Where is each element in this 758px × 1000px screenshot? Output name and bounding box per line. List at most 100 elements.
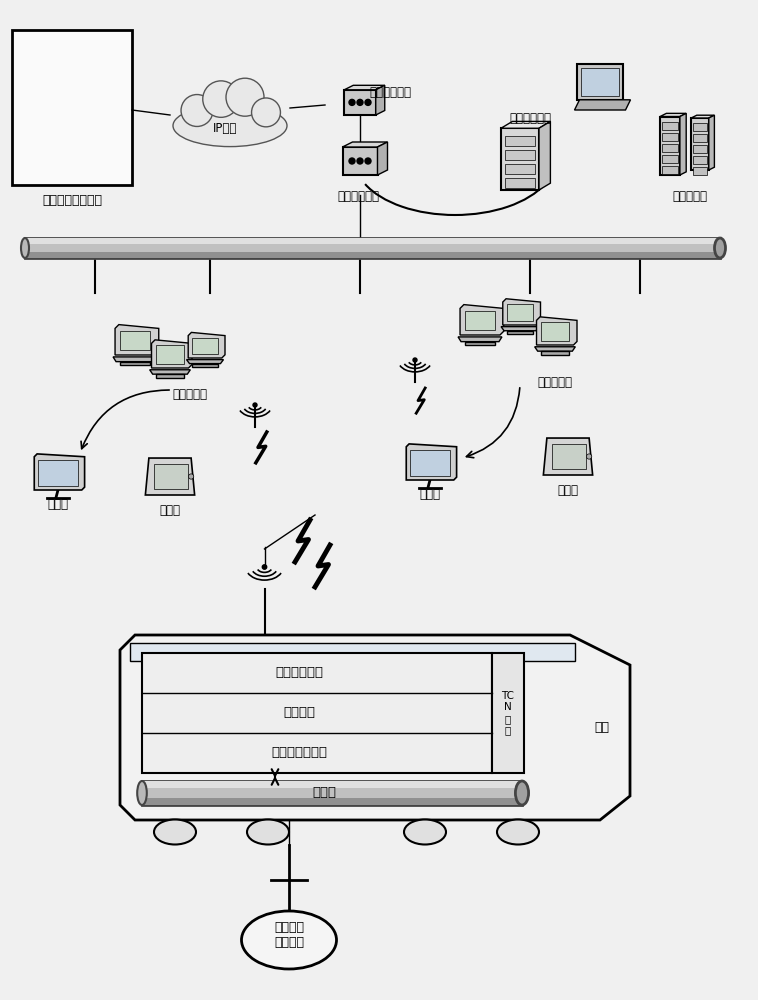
Ellipse shape <box>497 820 539 844</box>
Bar <box>694 145 706 153</box>
Ellipse shape <box>137 781 147 805</box>
Polygon shape <box>188 332 225 358</box>
Bar <box>12 30 132 185</box>
Text: 地面综合管理平台: 地面综合管理平台 <box>42 194 102 207</box>
Bar <box>694 134 706 142</box>
Text: 无线传输网络: 无线传输网络 <box>275 666 324 680</box>
Bar <box>25 238 720 244</box>
Polygon shape <box>115 325 158 355</box>
Bar <box>662 165 678 174</box>
Text: 信息预处理装置: 信息预处理装置 <box>271 746 327 760</box>
Circle shape <box>357 158 363 164</box>
Polygon shape <box>660 113 686 116</box>
Bar <box>501 128 539 190</box>
Text: 服务器中心: 服务器中心 <box>672 190 707 204</box>
Circle shape <box>413 358 417 362</box>
Polygon shape <box>377 142 387 175</box>
Polygon shape <box>501 327 539 331</box>
Bar <box>541 322 568 341</box>
Ellipse shape <box>242 911 337 969</box>
Text: 传感器: 传感器 <box>312 786 336 800</box>
Circle shape <box>252 98 280 127</box>
Bar <box>25 252 720 258</box>
Bar <box>130 643 575 661</box>
Bar <box>120 331 150 350</box>
Bar <box>505 178 535 188</box>
FancyArrowPatch shape <box>466 388 520 458</box>
Bar <box>662 143 678 151</box>
Bar <box>694 156 706 164</box>
Circle shape <box>349 99 355 105</box>
Ellipse shape <box>404 820 446 844</box>
Polygon shape <box>406 444 456 480</box>
Polygon shape <box>501 121 550 128</box>
Bar <box>505 136 535 146</box>
Text: 车载: 车载 <box>594 721 609 734</box>
Circle shape <box>181 95 213 126</box>
Bar <box>142 781 522 805</box>
Bar <box>505 164 535 174</box>
Circle shape <box>262 565 267 569</box>
Bar <box>193 338 218 354</box>
Circle shape <box>226 78 264 116</box>
Text: 网络控制中心: 网络控制中心 <box>509 111 551 124</box>
Polygon shape <box>152 340 192 368</box>
Circle shape <box>349 158 355 164</box>
Polygon shape <box>186 360 224 364</box>
Text: TC
N
总
线: TC N 总 线 <box>502 691 515 735</box>
Text: 诊断装置: 诊断装置 <box>283 706 315 720</box>
Ellipse shape <box>154 820 196 844</box>
Bar <box>507 331 534 334</box>
Text: 地面工作站: 地面工作站 <box>537 375 572 388</box>
Bar <box>577 64 623 100</box>
Polygon shape <box>113 357 157 362</box>
Text: 监视器: 监视器 <box>557 484 578 496</box>
Circle shape <box>587 454 592 459</box>
Text: 制动系统
检测信号: 制动系统 检测信号 <box>274 921 304 949</box>
Polygon shape <box>344 85 385 90</box>
Polygon shape <box>376 85 385 115</box>
Polygon shape <box>460 305 504 335</box>
Circle shape <box>253 403 257 407</box>
Bar <box>662 154 678 162</box>
Polygon shape <box>503 299 540 325</box>
Polygon shape <box>149 370 190 374</box>
Ellipse shape <box>715 238 725 258</box>
Bar <box>694 167 706 175</box>
Bar <box>142 798 522 805</box>
Bar <box>120 362 150 365</box>
Bar <box>192 364 218 367</box>
Polygon shape <box>575 100 631 110</box>
Bar <box>507 304 533 321</box>
Text: 监视器: 监视器 <box>159 504 180 516</box>
Polygon shape <box>534 347 575 351</box>
Polygon shape <box>537 317 577 345</box>
Ellipse shape <box>21 238 29 258</box>
Bar <box>154 464 188 489</box>
Bar <box>662 121 678 129</box>
Polygon shape <box>680 113 686 175</box>
Text: 显示屏: 显示屏 <box>419 488 440 502</box>
Bar <box>156 374 184 378</box>
Polygon shape <box>458 337 502 342</box>
Bar <box>156 345 184 364</box>
Polygon shape <box>691 115 714 118</box>
FancyArrowPatch shape <box>81 390 169 449</box>
Bar <box>581 68 619 96</box>
Bar <box>662 132 678 140</box>
Ellipse shape <box>173 105 287 147</box>
Bar <box>492 653 524 773</box>
Ellipse shape <box>515 781 528 805</box>
Bar <box>540 351 569 355</box>
Polygon shape <box>343 142 387 147</box>
Bar <box>410 450 449 476</box>
Text: 地面工作站: 地面工作站 <box>173 388 208 401</box>
Bar <box>142 781 522 788</box>
Bar <box>25 238 720 258</box>
Circle shape <box>365 99 371 105</box>
Circle shape <box>202 81 240 117</box>
Bar <box>691 118 709 170</box>
Circle shape <box>357 99 363 105</box>
Text: 显示屏: 显示屏 <box>48 498 68 512</box>
Circle shape <box>189 474 194 479</box>
